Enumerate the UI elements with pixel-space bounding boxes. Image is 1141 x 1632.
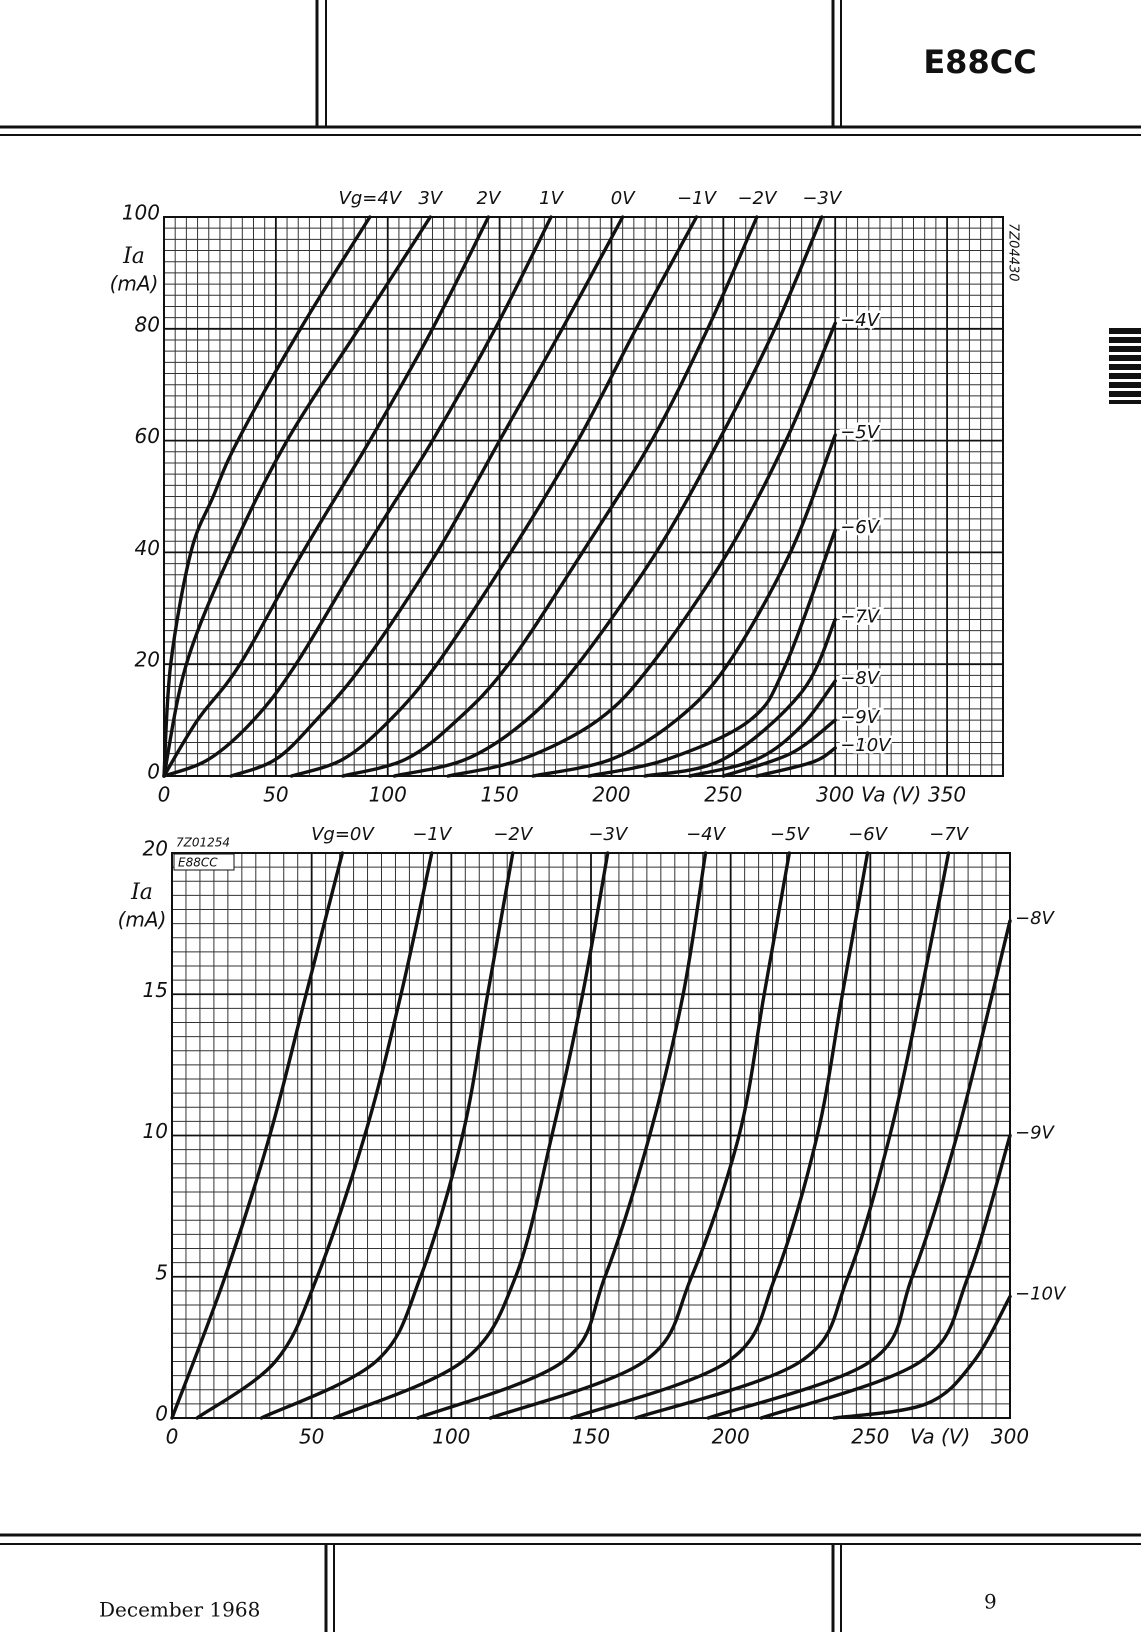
characteristic-curve (688, 679, 837, 778)
curve-label: −10V (1015, 1284, 1067, 1305)
curve-label: Vg=0V (311, 824, 375, 845)
y-tick-label: 40 (135, 536, 160, 560)
y-axis-label: Ia (122, 244, 145, 269)
curve-label: −7V (929, 824, 970, 845)
y-axis-unit: (mA) (118, 908, 167, 932)
curve-label: −5V (770, 824, 811, 845)
characteristic-curve (759, 1133, 1012, 1420)
x-tick-label: 100 (369, 783, 407, 807)
curve-label: −10V (840, 735, 892, 756)
y-tick-label: 10 (143, 1119, 168, 1143)
curve-label: −4V (686, 824, 727, 845)
curve-label: −8V (840, 668, 881, 689)
x-tick-label: 200 (712, 1425, 750, 1449)
section-tab (1109, 328, 1141, 404)
curve-label: Vg=4V (339, 188, 403, 209)
x-tick-label: 0 (158, 783, 171, 807)
x-tick-label: 300 (991, 1425, 1029, 1449)
characteristic-curve (643, 617, 837, 778)
characteristic-curve (446, 321, 837, 778)
header-title: E88CC (923, 43, 1036, 81)
x-tick-label: 250 (851, 1425, 889, 1449)
curve-label: −6V (840, 517, 881, 538)
characteristic-curve (229, 215, 625, 778)
characteristic-curve (332, 851, 610, 1420)
footer-frame (0, 1533, 1141, 1632)
characteristic-curve (488, 851, 792, 1420)
characteristic-curve (162, 215, 372, 778)
header-frame (0, 0, 1141, 136)
curve-label: 2V (477, 188, 502, 209)
figure-code: 7Z01254 (176, 836, 230, 850)
x-tick-label: 0 (166, 1425, 179, 1449)
characteristic-curve (755, 746, 837, 778)
curve-label: −4V (840, 310, 881, 331)
curve-label: 3V (418, 188, 443, 209)
x-tick-label: 150 (481, 783, 519, 807)
characteristic-curve (721, 718, 837, 778)
x-tick-label: 50 (299, 1425, 324, 1449)
figure-code: 7Z04430 (1006, 223, 1021, 282)
characteristic-curve (162, 215, 553, 778)
y-tick-label: 80 (135, 312, 160, 336)
curve-label: −6V (848, 824, 889, 845)
y-tick-label: 100 (122, 201, 160, 225)
characteristic-curve (832, 1294, 1012, 1420)
curve-label: −3V (588, 824, 629, 845)
characteristic-curve (289, 215, 699, 778)
curve-label: −3V (802, 188, 843, 209)
curve-label: −5V (840, 422, 881, 443)
y-tick-label: 20 (143, 837, 168, 861)
chart: 0 50 100 150 200 250 300 350 0 20 40 60 80 100 Va (V) I… (110, 188, 1021, 807)
x-tick-label: 100 (432, 1425, 470, 1449)
x-tick-label: 200 (592, 783, 630, 807)
characteristic-curve (170, 851, 345, 1420)
curve-label: −9V (1015, 1123, 1056, 1144)
curve-label: −7V (840, 606, 881, 627)
characteristic-curve (587, 528, 837, 778)
curve-label: 0V (611, 188, 636, 209)
x-tick-label: 300 (816, 783, 854, 807)
y-axis-unit: (mA) (110, 272, 159, 296)
x-axis-label: Va (V) (910, 1425, 970, 1449)
chart: 0 50 100 150 200 250 300 0 5 10 15 20 Va (V) Ia (mA) 7Z… (118, 824, 1070, 1449)
tag-box (173, 853, 235, 871)
figure-tag: E88CC (178, 856, 218, 870)
characteristic-curve (531, 433, 837, 778)
y-tick-label: 5 (155, 1260, 168, 1284)
curve-label: −9V (840, 707, 881, 728)
x-tick-label: 250 (704, 783, 742, 807)
characteristic-curve (416, 851, 708, 1420)
y-tick-label: 0 (147, 760, 160, 784)
footer-date: December 1968 (99, 1598, 260, 1622)
characteristic-curve (706, 919, 1012, 1420)
curve-label: −1V (412, 824, 453, 845)
y-tick-label: 15 (143, 978, 168, 1002)
characteristic-curve (633, 851, 951, 1420)
y-tick-label: 20 (135, 648, 160, 672)
y-tick-label: 60 (135, 424, 160, 448)
characteristic-curve (569, 851, 870, 1420)
x-tick-label: 150 (572, 1425, 610, 1449)
characteristic-curve (162, 215, 491, 778)
characteristic-curve (162, 215, 432, 778)
curve-label: −2V (737, 188, 778, 209)
y-tick-label: 0 (155, 1402, 168, 1426)
curve-label: −2V (493, 824, 534, 845)
y-axis-label: Ia (130, 880, 153, 905)
curve-label: −1V (677, 188, 718, 209)
characteristic-curve (195, 851, 434, 1420)
characteristic-curve (341, 215, 759, 778)
page-number: 9 (984, 1590, 997, 1614)
curve-label: 1V (539, 188, 564, 209)
characteristic-curve (259, 851, 515, 1420)
curve-label: −8V (1015, 908, 1056, 929)
x-tick-label: 50 (263, 783, 288, 807)
x-tick-label: 350 (928, 783, 966, 807)
characteristic-curve (392, 215, 824, 778)
x-axis-label: Va (V) (861, 783, 921, 807)
